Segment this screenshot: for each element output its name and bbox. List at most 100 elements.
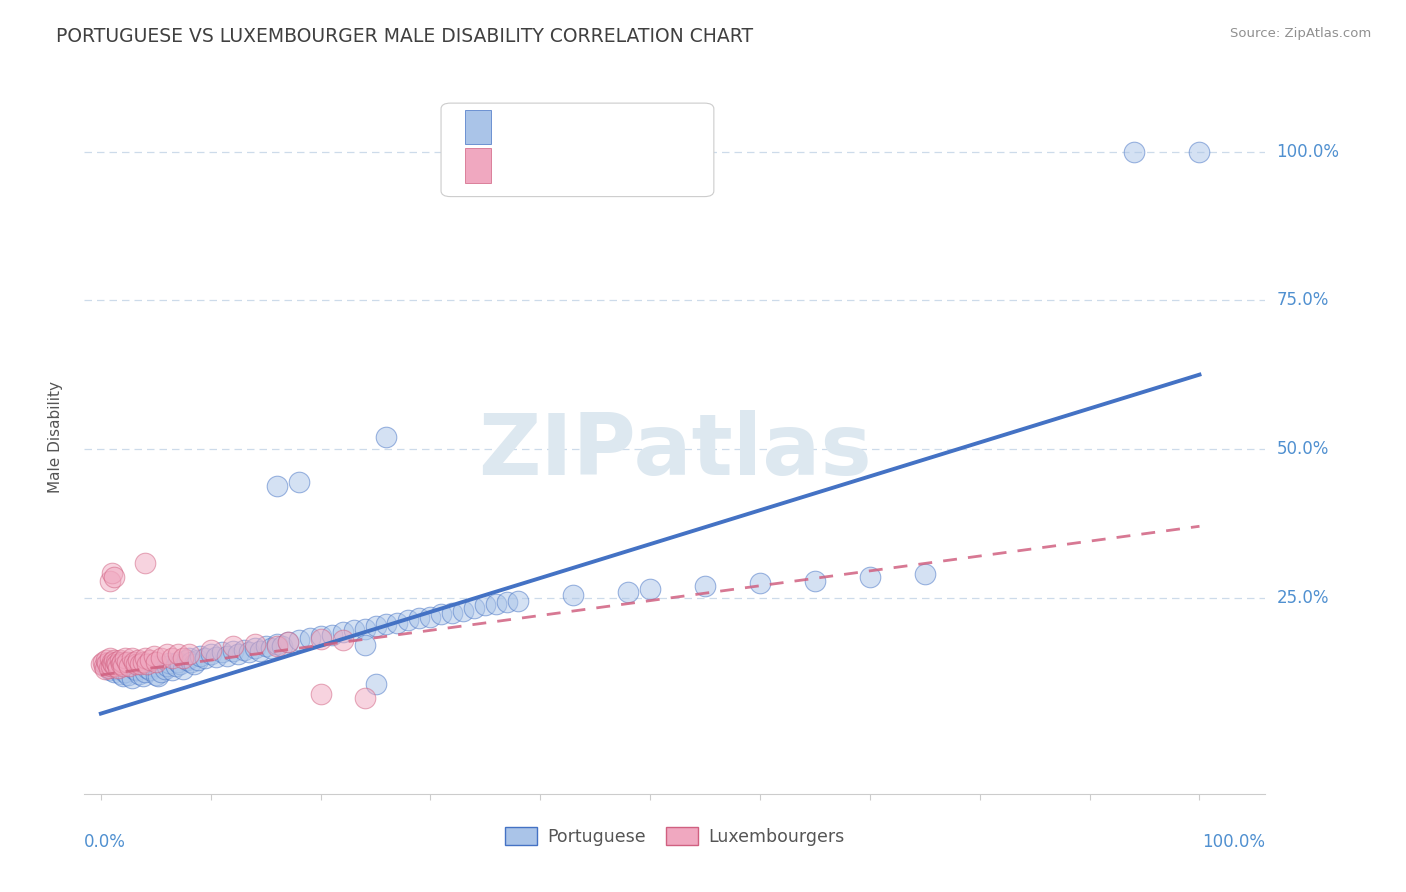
Point [211,645,233,659]
Point [98,574,121,588]
Text: N = 78: N = 78 [612,118,672,136]
Point [266,479,288,493]
Point [122,662,145,676]
Point [153,662,176,676]
Point [115,655,138,669]
Point [243,641,266,656]
Legend: Portuguese, Luxembourgers: Portuguese, Luxembourgers [498,821,852,853]
Point [453,604,475,618]
Point [162,651,184,665]
Point [309,632,332,647]
Point [146,669,169,683]
Point [254,640,277,654]
FancyBboxPatch shape [441,103,714,196]
Point [125,663,148,677]
Point [183,657,205,672]
Point [804,574,827,588]
Point [131,669,153,683]
Point [249,644,271,658]
Point [101,655,124,669]
Point [121,651,143,665]
Point [98,663,121,677]
Point [114,651,136,665]
Point [156,659,179,673]
Point [375,430,398,444]
Point [101,657,124,672]
Point [165,659,187,673]
Point [221,644,243,658]
Point [387,615,409,630]
Text: 50.0%: 50.0% [1277,440,1329,458]
Point [408,611,430,625]
Point [441,606,464,620]
Point [157,656,180,670]
Point [749,575,772,590]
Point [172,662,194,676]
Point [101,661,124,675]
Point [96,656,118,670]
Point [150,665,173,679]
Point [105,657,128,672]
Point [111,655,134,669]
Point [375,617,398,632]
Point [134,556,156,570]
Point [474,598,496,612]
Point [180,655,202,669]
Point [117,668,139,682]
Point [186,653,208,667]
Point [221,640,243,654]
Point [150,651,173,665]
Y-axis label: Male Disability: Male Disability [48,381,63,493]
Text: N = 52: N = 52 [612,157,672,175]
Point [266,637,288,651]
Point [496,595,519,609]
FancyBboxPatch shape [464,110,491,145]
Text: PORTUGUESE VS LUXEMBOURGER MALE DISABILITY CORRELATION CHART: PORTUGUESE VS LUXEMBOURGER MALE DISABILI… [56,27,754,45]
Point [172,651,194,665]
Point [111,659,134,673]
Text: 100.0%: 100.0% [1202,833,1265,851]
Point [364,677,387,691]
Point [114,665,136,679]
Point [101,566,124,580]
Point [226,647,249,661]
Point [205,650,228,665]
Point [139,653,162,667]
Point [110,666,132,681]
Point [617,584,640,599]
Point [342,624,364,638]
Point [105,655,128,669]
Point [94,662,117,676]
Point [364,619,387,633]
Point [309,687,332,701]
Point [169,657,191,672]
Text: 25.0%: 25.0% [1277,589,1329,607]
Point [309,629,332,643]
Point [107,661,129,675]
Point [125,657,148,672]
Point [398,613,420,627]
Point [200,643,222,657]
Point [127,653,149,667]
Point [128,666,150,681]
Point [914,566,936,581]
Point [1122,145,1144,159]
Point [96,653,118,667]
Point [122,655,145,669]
Point [430,607,453,622]
Point [353,622,375,636]
Point [96,659,118,673]
Point [287,633,309,648]
Point [134,651,156,665]
Point [277,635,299,649]
Point [332,625,354,640]
Point [166,655,188,669]
Point [232,643,254,657]
Point [98,651,121,665]
Point [142,659,165,673]
Point [104,659,127,673]
Point [166,647,188,661]
Point [110,657,132,672]
Point [353,690,375,705]
Point [485,597,508,611]
